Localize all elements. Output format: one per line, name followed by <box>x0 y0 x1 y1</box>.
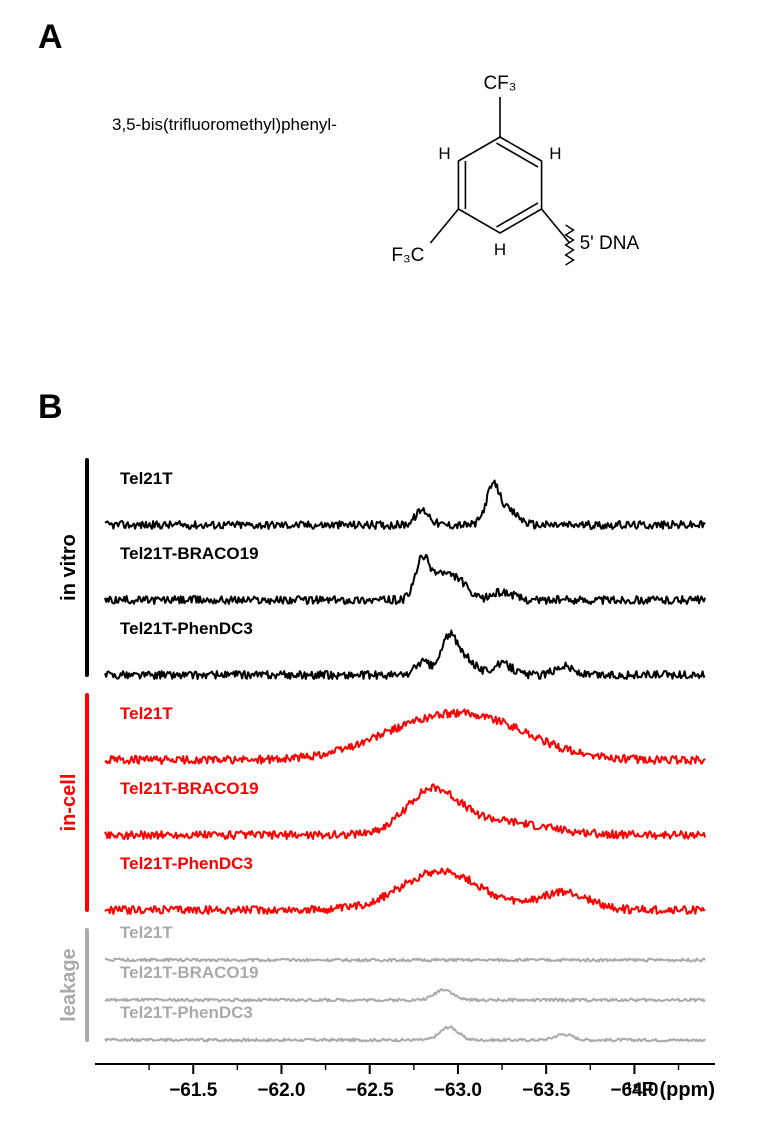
trace-label: Tel21T-PhenDC3 <box>120 619 253 638</box>
spectrum-trace <box>105 989 705 1001</box>
spectrum-trace <box>105 631 705 680</box>
trace-label: Tel21T <box>120 469 173 488</box>
molecule-structure: CF₃ F₃C 5' DNA H H H <box>300 45 700 325</box>
spectrum-trace <box>105 709 705 764</box>
trace-label: Tel21T-BRACO19 <box>120 963 259 982</box>
svg-text:CF₃: CF₃ <box>483 73 516 94</box>
trace-label: Tel21T-PhenDC3 <box>120 854 253 873</box>
trace-label: Tel21T-PhenDC3 <box>120 1003 253 1022</box>
x-tick-label: −63.5 <box>522 1080 571 1101</box>
group-label: in vitro <box>58 534 80 601</box>
spectrum-trace <box>105 959 705 962</box>
group-label: leakage <box>58 948 80 1021</box>
svg-text:H: H <box>549 144 561 163</box>
svg-text:5' DNA: 5' DNA <box>580 233 640 254</box>
trace-label: Tel21T-BRACO19 <box>120 544 259 563</box>
x-axis-label: ¹⁹F (ppm) <box>626 1079 715 1101</box>
x-tick-label: −63.0 <box>434 1080 482 1101</box>
trace-label: Tel21T <box>120 923 173 942</box>
spectrum-trace <box>105 481 705 530</box>
x-tick-label: −62.5 <box>346 1080 395 1101</box>
panel-a-label: A <box>38 18 63 57</box>
trace-label: Tel21T <box>120 704 173 723</box>
x-tick-label: −61.5 <box>169 1080 218 1101</box>
trace-label: Tel21T-BRACO19 <box>120 779 259 798</box>
svg-text:F₃C: F₃C <box>391 245 424 266</box>
svg-text:H: H <box>438 144 450 163</box>
spectrum-trace <box>105 869 705 915</box>
group-label: in-cell <box>58 774 80 832</box>
svg-text:H: H <box>494 240 506 259</box>
spectra-plot: Tel21T Tel21T-BRACO19 Tel21T-PhenDC3 in vit… <box>0 420 764 1147</box>
x-tick-label: −62.0 <box>257 1080 305 1101</box>
spectrum-trace <box>105 1026 705 1041</box>
